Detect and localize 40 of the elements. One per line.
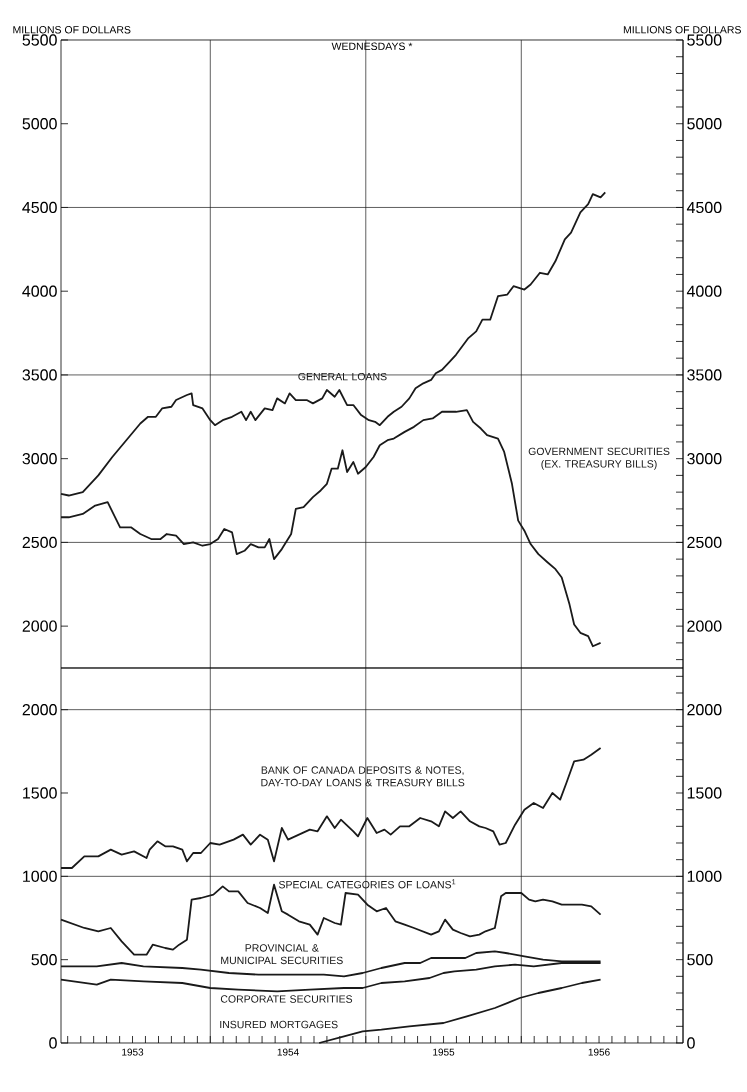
y-tick-label: 1500 <box>23 787 57 799</box>
y-tick-label: 0 <box>49 1037 57 1049</box>
series-label: PROVINCIAL & MUNICIPAL SECURITIES <box>221 944 343 965</box>
series-label: SPECIAL CATEGORIES OF LOANS$^{1}$ <box>278 879 456 889</box>
x-tick-label: 1954 <box>277 1048 299 1056</box>
series-label: CORPORATE SECURITIES <box>220 995 353 1003</box>
y2-tick-label: 4000 <box>686 285 722 297</box>
x-tick-label: 1956 <box>588 1048 610 1056</box>
y-tick-label: 500 <box>31 954 57 966</box>
y2-tick-label: 5000 <box>687 118 722 130</box>
y-tick-label: 3500 <box>22 369 57 381</box>
series-label: GOVERNMENT SECURITIES (EX. TREASURY BILLS) <box>528 447 670 470</box>
x-tick-label: 1953 <box>122 1048 144 1056</box>
y2-tick-label: 4500 <box>686 201 722 214</box>
y2-tick-label: 5500 <box>687 34 722 46</box>
y-tick-label: 2000 <box>22 704 57 716</box>
y-tick-label: 2500 <box>22 536 57 549</box>
y-tick-label: 5500 <box>22 34 57 46</box>
y-tick-label: 5000 <box>22 118 57 130</box>
y2-tick-label: 1000 <box>687 870 722 882</box>
y-axis-title: MILLIONS OF DOLLARS <box>13 26 131 34</box>
y2-tick-label: 2500 <box>687 536 722 549</box>
y2-tick-label: 2000 <box>687 704 722 716</box>
y2-tick-label: 1500 <box>687 787 722 799</box>
chart-title: WEDNESDAYS * <box>331 42 413 50</box>
y2-axis-title: MILLIONS OF DOLLARS <box>623 26 741 34</box>
series-label: INSURED MORTGAGES <box>220 1020 338 1029</box>
x-tick-label: 1955 <box>433 1048 455 1056</box>
y-tick-label: 2000 <box>22 620 57 632</box>
text: BANK OF CANADA DEPOSITS & NOTES, DAY-TO-DAY LOANS & TREASURY BILLS <box>261 766 465 787</box>
series-label: GENERAL LOANS <box>298 372 387 381</box>
y-tick-label: 3000 <box>22 453 57 465</box>
y2-tick-label: 500 <box>687 954 713 966</box>
y2-tick-label: 3000 <box>687 453 722 465</box>
y2-tick-label: 3500 <box>687 369 722 381</box>
y-tick-label: 4500 <box>22 201 57 214</box>
y-tick-label: 4000 <box>22 285 57 297</box>
y-tick-label: 1000 <box>23 870 57 882</box>
y2-tick-label: 2000 <box>687 620 722 632</box>
y2-tick-label: 0 <box>687 1037 695 1049</box>
